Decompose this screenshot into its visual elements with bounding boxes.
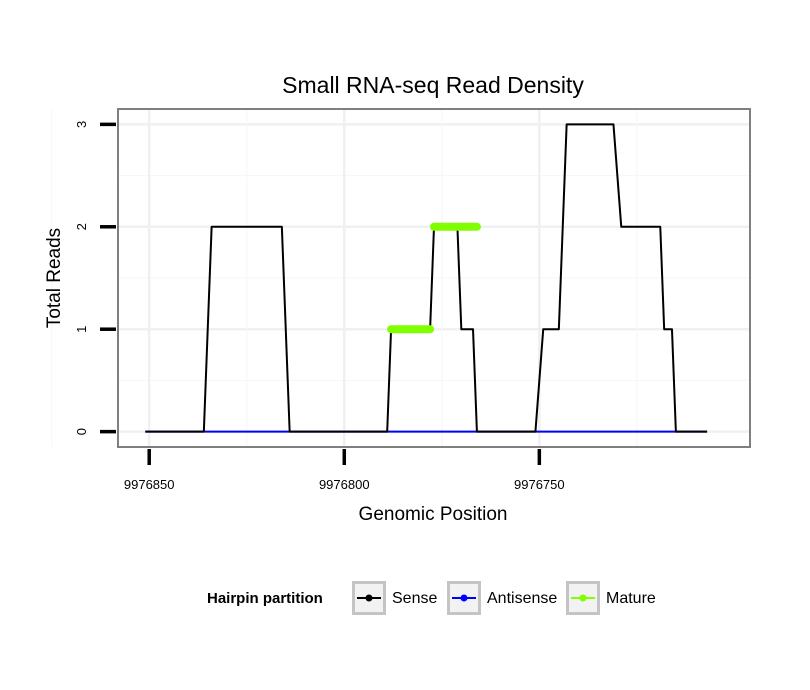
legend-label: Sense <box>392 590 437 607</box>
plot-frame <box>117 108 751 448</box>
legend: Hairpin partition Sense Antisense Mature <box>207 581 656 615</box>
grid <box>51 109 750 447</box>
x-axis-title: Genomic Position <box>359 504 508 525</box>
series-line-sense <box>145 123 708 433</box>
legend-label: Mature <box>606 590 656 607</box>
x-tick-label: 9976750 <box>514 477 565 492</box>
legend-key-point <box>579 594 587 602</box>
y-tick-label: 1 <box>74 326 89 333</box>
series-group <box>145 123 708 433</box>
y-tick-label: 3 <box>74 121 89 128</box>
legend-title: Hairpin partition <box>207 590 323 607</box>
legend-key-point <box>460 594 468 602</box>
legend-item-antisense: Antisense <box>447 581 557 615</box>
legend-label: Antisense <box>487 590 557 607</box>
legend-key-point <box>365 594 373 602</box>
y-axis: 0 1 2 3 <box>74 121 116 435</box>
chart-title: Small RNA-seq Read Density <box>282 72 584 98</box>
y-tick-label: 2 <box>74 223 89 230</box>
legend-item-sense: Sense <box>352 581 437 615</box>
x-tick-label: 9976800 <box>319 477 370 492</box>
x-axis: 9976850 9976800 9976750 <box>124 449 565 492</box>
legend-item-mature: Mature <box>566 581 656 615</box>
y-axis-title: Total Reads <box>44 228 65 328</box>
y-tick-label: 0 <box>74 428 89 435</box>
x-tick-label: 9976850 <box>124 477 175 492</box>
